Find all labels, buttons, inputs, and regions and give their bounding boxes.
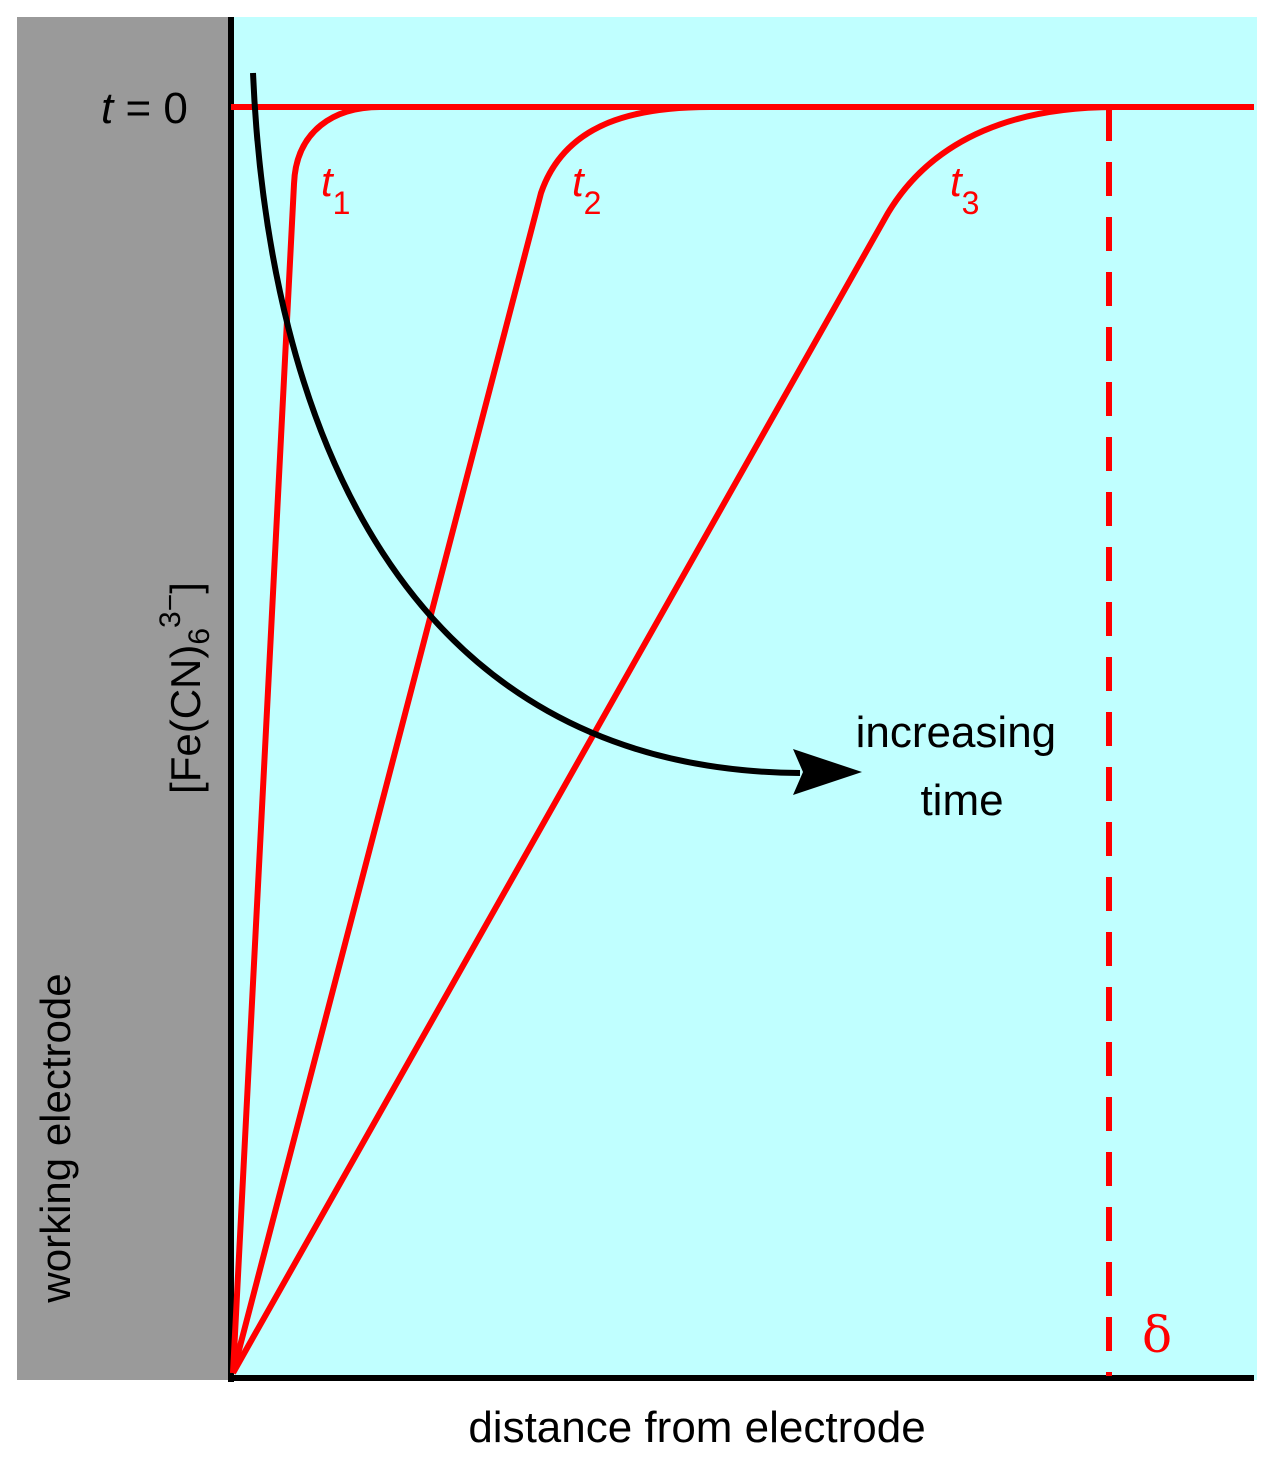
increasing-time-arrow [250, 72, 801, 776]
increasing-time-label: increasing time [856, 708, 1069, 825]
t0-label: t = 0 [101, 84, 188, 133]
curve-t2 [230, 104, 711, 1374]
curve-t1 [230, 104, 381, 1374]
delta-label: δ [1142, 1306, 1172, 1364]
x-axis-label: distance from electrode [468, 1403, 925, 1452]
curve-label-t1: t1 [321, 158, 350, 221]
curve-t3 [230, 104, 1116, 1375]
electrode-label: working electrode [32, 973, 79, 1303]
solution-region [231, 17, 1257, 1380]
curve-label-t2: t2 [572, 158, 601, 221]
curve-label-t3: t3 [950, 158, 979, 221]
y-axis-label: [Fe(CN)63−] [154, 582, 216, 794]
electrode-region [17, 17, 231, 1380]
arrowhead-icon [793, 749, 862, 795]
